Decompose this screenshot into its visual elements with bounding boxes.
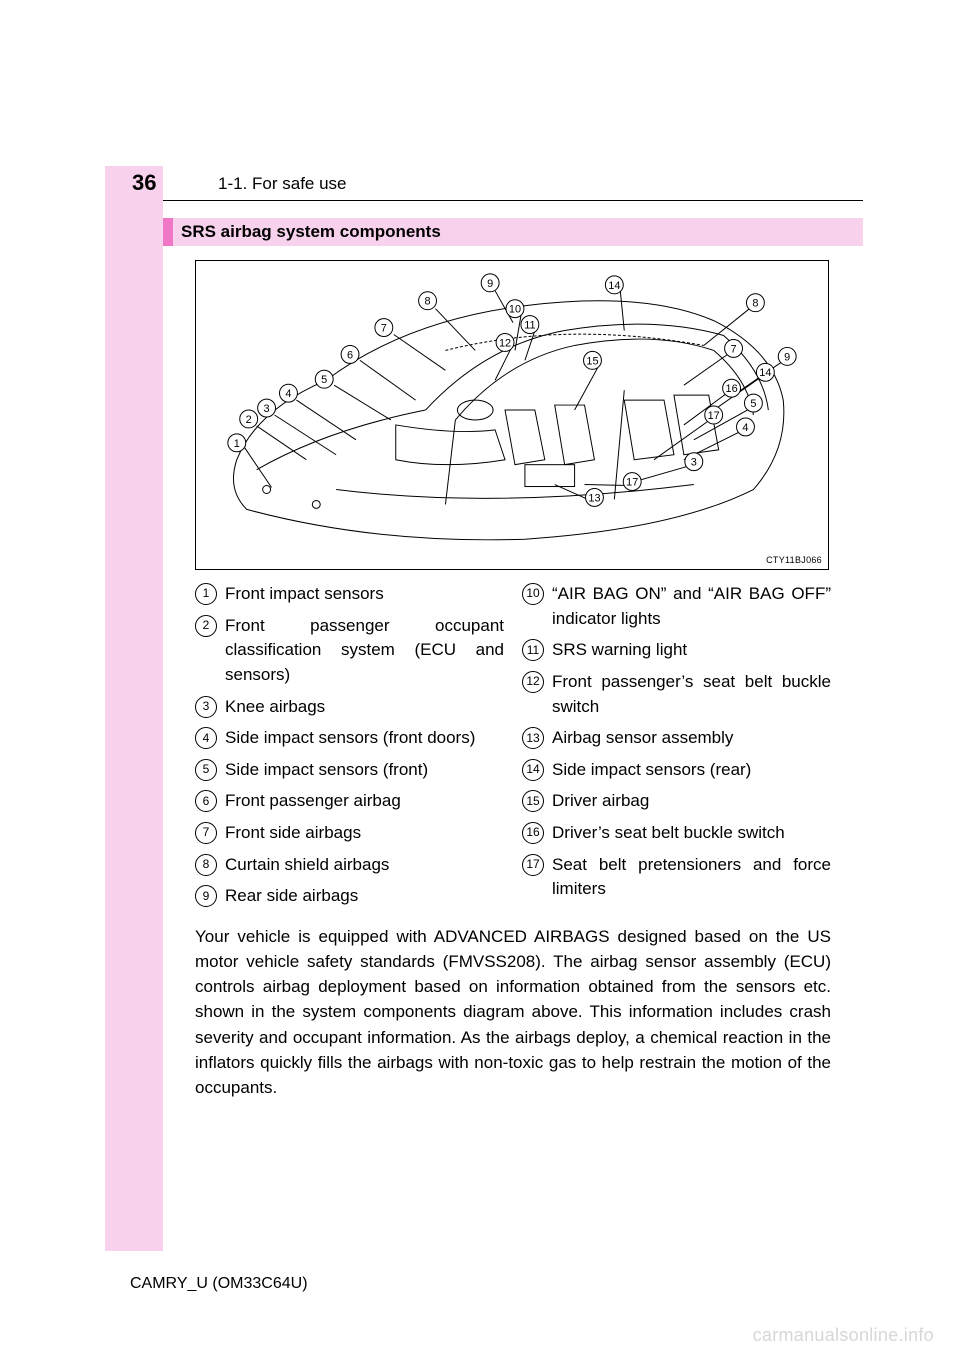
list-item: 3 Knee airbags <box>195 695 504 720</box>
component-diagram: 98765432114101112879141516541731713 CTY1… <box>195 260 829 570</box>
list-item: 15 Driver airbag <box>522 789 831 814</box>
list-item: 9 Rear side airbags <box>195 884 504 909</box>
list-item-text: Knee airbags <box>225 695 504 720</box>
callout-number-icon: 9 <box>195 885 217 907</box>
callout-number: 12 <box>499 337 511 349</box>
list-item: 4 Side impact sensors (front doors) <box>195 726 504 751</box>
list-item-text: Front passenger’s seat belt buckle switc… <box>552 670 831 719</box>
section-banner: SRS airbag system components <box>163 218 863 246</box>
callout-number: 16 <box>726 383 738 395</box>
list-item: 17 Seat belt pretensioners and force limi… <box>522 853 831 902</box>
list-item-text: Front impact sensors <box>225 582 504 607</box>
callout-number: 7 <box>731 343 737 355</box>
list-item-text: Airbag sensor assembly <box>552 726 831 751</box>
list-column-right: 10 “AIR BAG ON” and “AIR BAG OFF” indicat… <box>522 582 831 916</box>
list-item-text: Seat belt pretensioners and force limite… <box>552 853 831 902</box>
diagram-svg: 98765432114101112879141516541731713 <box>196 261 828 569</box>
callout-number-icon: 17 <box>522 854 544 876</box>
callout-number: 9 <box>487 278 493 290</box>
callout-number: 9 <box>784 351 790 363</box>
callout-number-icon: 1 <box>195 583 217 605</box>
callout-number: 14 <box>608 280 620 292</box>
callout-number-icon: 5 <box>195 759 217 781</box>
callout-number: 13 <box>588 492 600 504</box>
callout-number-icon: 7 <box>195 822 217 844</box>
callout-number: 10 <box>509 304 521 316</box>
list-item: 7 Front side airbags <box>195 821 504 846</box>
list-item-text: “AIR BAG ON” and “AIR BAG OFF” indicator… <box>552 582 831 631</box>
footer-code: CAMRY_U (OM33C64U) <box>130 1275 308 1293</box>
callout-number: 2 <box>246 414 252 426</box>
callout-number: 17 <box>708 410 720 422</box>
diagram-code: CTY11BJ066 <box>766 555 822 565</box>
list-item-text: Side impact sensors (rear) <box>552 758 831 783</box>
list-item: 1 Front impact sensors <box>195 582 504 607</box>
list-item: 13 Airbag sensor assembly <box>522 726 831 751</box>
callout-number-icon: 10 <box>522 583 544 605</box>
callout-number-icon: 6 <box>195 790 217 812</box>
callout-number: 11 <box>524 320 535 332</box>
header-rule <box>163 200 863 201</box>
callout-number: 3 <box>691 457 697 469</box>
list-item: 6 Front passenger airbag <box>195 789 504 814</box>
section-reference: 1-1. For safe use <box>218 174 347 194</box>
callout-number: 15 <box>586 355 598 367</box>
list-item: 11 SRS warning light <box>522 638 831 663</box>
callout-number-icon: 13 <box>522 727 544 749</box>
callout-number-icon: 12 <box>522 671 544 693</box>
list-item-text: Side impact sensors (front doors) <box>225 726 504 751</box>
callout-number-icon: 15 <box>522 790 544 812</box>
list-item-text: Front side airbags <box>225 821 504 846</box>
callout-number: 1 <box>234 438 240 450</box>
callout-number: 6 <box>347 349 353 361</box>
list-column-left: 1 Front impact sensors 2 Front passenger oc… <box>195 582 504 916</box>
list-item-text: Front passenger airbag <box>225 789 504 814</box>
callout-number: 14 <box>759 367 771 379</box>
callout-number: 4 <box>742 422 748 434</box>
list-item: 14 Side impact sensors (rear) <box>522 758 831 783</box>
callout-number: 4 <box>285 388 291 400</box>
list-item-text: Rear side airbags <box>225 884 504 909</box>
list-item: 10 “AIR BAG ON” and “AIR BAG OFF” indicat… <box>522 582 831 631</box>
watermark: carmanualsonline.info <box>753 1325 934 1346</box>
list-item: 16 Driver’s seat belt buckle switch <box>522 821 831 846</box>
callout-number-icon: 2 <box>195 615 217 637</box>
manual-page: 36 1-1. For safe use SRS airbag system c… <box>0 0 960 1358</box>
list-item: 5 Side impact sensors (front) <box>195 758 504 783</box>
list-item-text: Driver’s seat belt buckle switch <box>552 821 831 846</box>
callout-number: 7 <box>381 323 387 335</box>
callout-number-icon: 14 <box>522 759 544 781</box>
list-item-text: Side impact sensors (front) <box>225 758 504 783</box>
body-paragraph: Your vehicle is equipped with ADVANCED A… <box>195 924 831 1100</box>
callout-number-icon: 4 <box>195 727 217 749</box>
callout-number-icon: 11 <box>522 639 544 661</box>
list-item-text: Front passenger occupant classification … <box>225 614 504 688</box>
callout-number-icon: 3 <box>195 696 217 718</box>
list-item: 2 Front passenger occupant classification… <box>195 614 504 688</box>
list-item-text: SRS warning light <box>552 638 831 663</box>
callout-number-icon: 16 <box>522 822 544 844</box>
chapter-sidebar <box>105 166 163 1251</box>
list-item: 12 Front passenger’s seat belt buckle swi… <box>522 670 831 719</box>
callout-number: 17 <box>626 477 638 489</box>
callout-number: 8 <box>752 298 758 310</box>
section-title: SRS airbag system components <box>181 222 441 242</box>
list-item-text: Driver airbag <box>552 789 831 814</box>
callout-number: 8 <box>425 296 431 308</box>
callout-number-icon: 8 <box>195 854 217 876</box>
list-item: 8 Curtain shield airbags <box>195 853 504 878</box>
callout-number: 3 <box>264 403 270 415</box>
component-lists: 1 Front impact sensors 2 Front passenger oc… <box>195 582 831 916</box>
list-item-text: Curtain shield airbags <box>225 853 504 878</box>
callout-number: 5 <box>321 374 327 386</box>
page-number: 36 <box>132 170 156 196</box>
callout-number: 5 <box>750 398 756 410</box>
